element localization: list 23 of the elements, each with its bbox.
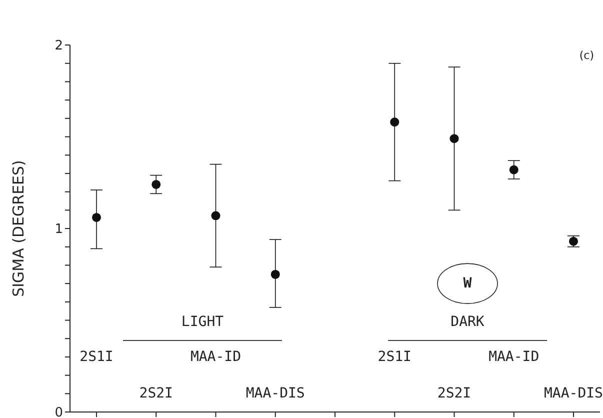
- y-tick-label: 1: [54, 222, 63, 238]
- x-tick-label: 2S2I: [437, 385, 472, 402]
- x-tick-label: 2S1I: [80, 348, 114, 365]
- point: [92, 212, 102, 222]
- point: [450, 134, 459, 144]
- annotation: LIGHT: [181, 314, 224, 330]
- annotation: W: [463, 275, 472, 292]
- y-tick-label: 0: [54, 406, 63, 418]
- point: [270, 270, 280, 279]
- x-tick-label: MAA-DIS: [544, 385, 603, 402]
- x-tick-label: MAA-ID: [190, 348, 242, 365]
- y-axis-title: SIGMA (DEGREES): [9, 160, 28, 297]
- point: [152, 180, 161, 189]
- annotation: DARK: [450, 314, 485, 330]
- point: [211, 211, 220, 220]
- annotation: (c): [579, 49, 594, 62]
- x-tick-label: MAA-DIS: [246, 385, 305, 402]
- x-tick-label: MAA-ID: [488, 348, 540, 365]
- x-tick-label: 2S2I: [139, 385, 173, 402]
- y-tick-label: 2: [54, 38, 63, 54]
- point: [509, 165, 518, 174]
- point: [390, 118, 400, 127]
- x-tick-label: 2S1I: [378, 348, 412, 365]
